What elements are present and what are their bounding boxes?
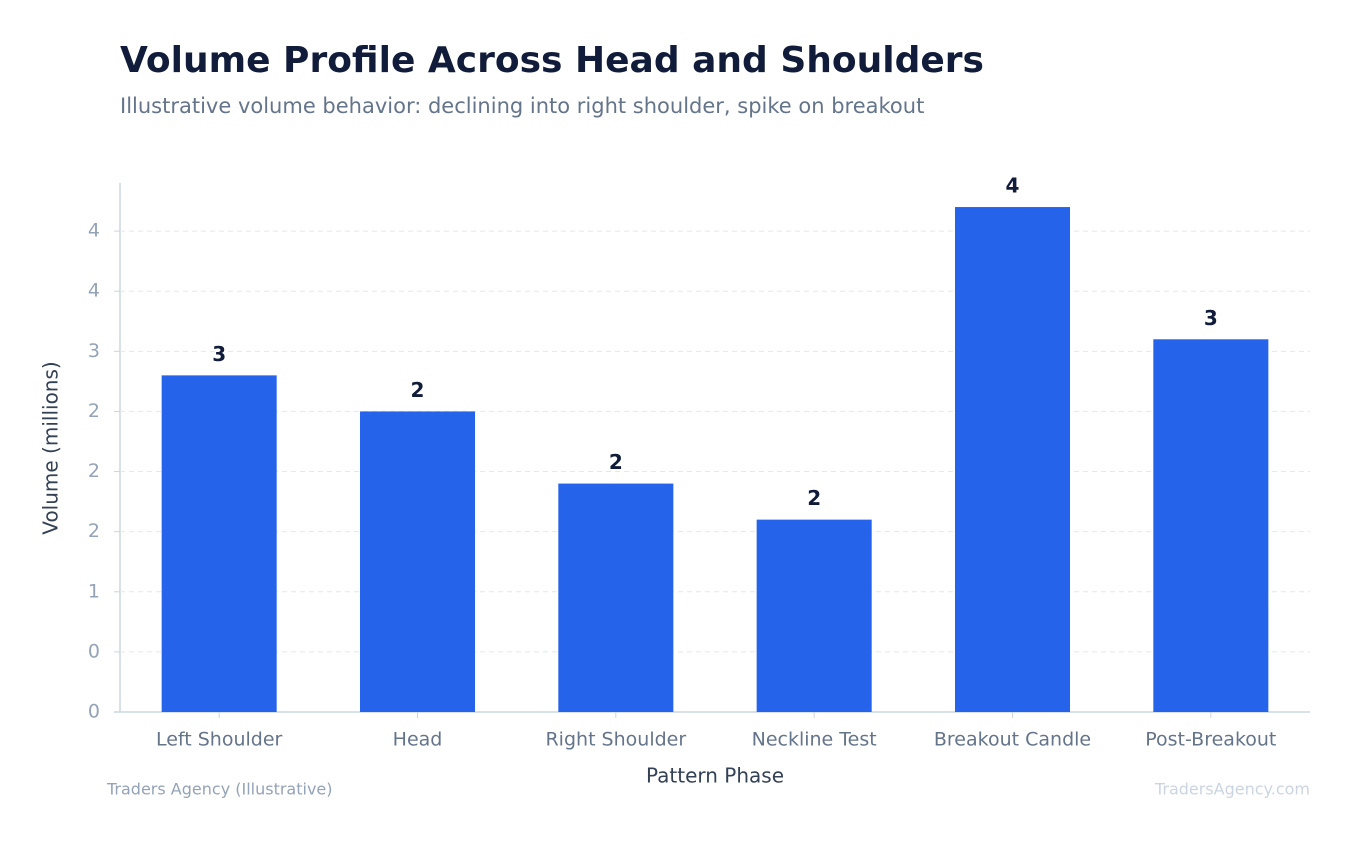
bar bbox=[1153, 339, 1269, 712]
y-tick-label: 3 bbox=[88, 340, 100, 362]
bar bbox=[161, 375, 277, 712]
data-label: 3 bbox=[212, 342, 226, 366]
data-label: 4 bbox=[1006, 174, 1020, 198]
x-tick-label: Left Shoulder bbox=[156, 729, 283, 751]
y-tick-label: 0 bbox=[88, 701, 100, 723]
y-tick-label: 4 bbox=[88, 220, 100, 242]
y-tick-label: 2 bbox=[88, 520, 100, 542]
watermark: TradersAgency.com bbox=[1154, 780, 1310, 799]
y-tick-label: 1 bbox=[88, 580, 100, 602]
y-axis-label: Volume (millions) bbox=[39, 361, 63, 534]
source-note: Traders Agency (Illustrative) bbox=[106, 780, 333, 799]
y-tick-label: 2 bbox=[88, 460, 100, 482]
chart-title: Volume Profile Across Head and Shoulders bbox=[120, 40, 984, 81]
x-tick-label: Neckline Test bbox=[752, 729, 877, 751]
x-tick-label: Post-Breakout bbox=[1145, 729, 1276, 751]
bar bbox=[756, 519, 872, 712]
data-label: 3 bbox=[1204, 306, 1218, 330]
data-label: 2 bbox=[411, 378, 425, 402]
data-label: 2 bbox=[609, 450, 623, 474]
y-tick-label: 4 bbox=[88, 280, 100, 302]
bar bbox=[954, 207, 1071, 712]
data-label: 2 bbox=[807, 486, 821, 510]
x-tick-label: Head bbox=[393, 729, 443, 751]
y-tick-label: 0 bbox=[88, 640, 100, 662]
x-tick-label: Right Shoulder bbox=[545, 729, 686, 751]
x-axis-label: Pattern Phase bbox=[646, 764, 784, 788]
x-tick-label: Breakout Candle bbox=[934, 729, 1091, 751]
bar bbox=[558, 483, 674, 712]
y-tick-label: 2 bbox=[88, 400, 100, 422]
bar bbox=[359, 411, 476, 712]
chart-subtitle: Illustrative volume behavior: declining … bbox=[120, 94, 924, 118]
